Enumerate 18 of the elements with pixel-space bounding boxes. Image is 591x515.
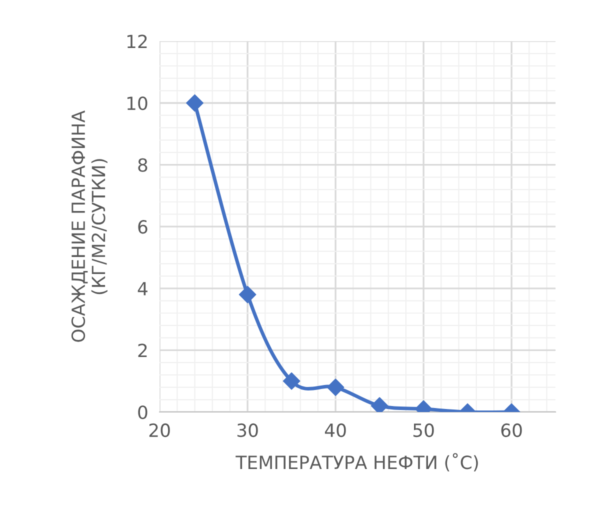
point	[282, 372, 300, 390]
y-tick-label: 0	[138, 405, 148, 420]
point	[238, 286, 256, 304]
x-tick-label: 20	[149, 423, 170, 438]
x-tick-label: 60	[501, 423, 522, 438]
x-tick-label: 40	[324, 423, 346, 438]
point	[326, 378, 344, 396]
y-tick-label: 6	[138, 220, 148, 234]
x-axis-title: ТЕМПЕРАТУРА НЕФТИ (˚C)	[236, 453, 478, 472]
y-tick-label: 10	[127, 96, 148, 110]
y-tick-label: 4	[138, 282, 148, 296]
y-tick-label: 8	[138, 158, 148, 172]
x-tick-label: 30	[237, 423, 258, 438]
x-tick-label: 50	[413, 423, 434, 438]
y-tick-label: 12	[127, 34, 147, 48]
y-tick-label: 2	[138, 344, 147, 358]
y-axis-title: ОСАЖДЕНИЕ ПАРАФИНА (КГ/М2/СУТКИ)	[71, 110, 108, 342]
point	[186, 94, 204, 112]
